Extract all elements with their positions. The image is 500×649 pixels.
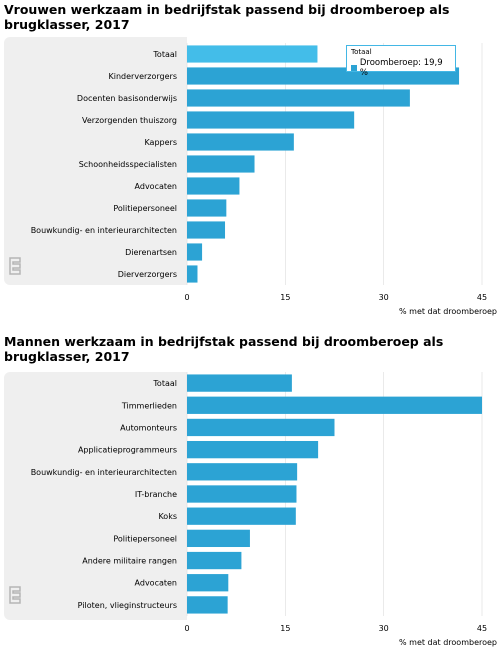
bar[interactable] bbox=[187, 529, 250, 548]
tooltip-label: Droomberoep: 19,9 % bbox=[359, 58, 443, 78]
x-axis-label: % met dat droomberoep bbox=[399, 307, 497, 316]
x-tick-label: 30 bbox=[379, 293, 389, 302]
category-label: Timmerlieden bbox=[121, 401, 177, 410]
bar[interactable] bbox=[187, 45, 318, 63]
bar[interactable] bbox=[187, 177, 240, 195]
bar-chart-vrouwen: 0 15 30 45 Totaal Kinderverzorgers Docenten ba… bbox=[31, 43, 497, 316]
x-tick-label: 15 bbox=[280, 624, 290, 633]
bar[interactable] bbox=[187, 111, 355, 129]
bar[interactable] bbox=[187, 155, 255, 173]
category-label: Bouwkundig- en interieurarchitecten bbox=[31, 226, 177, 235]
tooltip-title: Totaal bbox=[351, 48, 372, 56]
bar[interactable] bbox=[187, 485, 297, 503]
category-label: Kappers bbox=[144, 138, 177, 147]
category-panel-vrouwen bbox=[4, 37, 187, 285]
x-axis-label: % met dat droomberoep bbox=[399, 638, 497, 647]
tooltip-swatch bbox=[351, 65, 357, 71]
category-label: Politiepersoneel bbox=[113, 534, 177, 543]
bar[interactable] bbox=[187, 574, 229, 592]
cbs-logo-icon bbox=[8, 585, 22, 605]
bar[interactable] bbox=[187, 396, 482, 414]
category-label: Kinderverzorgers bbox=[109, 72, 177, 81]
bar[interactable] bbox=[187, 243, 203, 261]
category-label: Piloten, vlieginstructeurs bbox=[78, 601, 177, 610]
bar[interactable] bbox=[187, 418, 335, 437]
category-label: Dierenartsen bbox=[125, 248, 177, 257]
cbs-logo-icon bbox=[8, 256, 22, 276]
bar[interactable] bbox=[187, 221, 226, 239]
category-label: Totaal bbox=[152, 50, 177, 59]
bar[interactable] bbox=[187, 463, 298, 481]
category-label: Dierverzorgers bbox=[118, 270, 177, 279]
x-tick-label: 0 bbox=[184, 293, 189, 302]
x-tick-label: 15 bbox=[280, 293, 290, 302]
bar[interactable] bbox=[187, 440, 319, 459]
bar[interactable] bbox=[187, 89, 410, 107]
chart-title-vrouwen: Vrouwen werkzaam in bedrijfstak passend … bbox=[4, 2, 450, 32]
category-label: Andere militaire rangen bbox=[82, 557, 177, 566]
category-label: Totaal bbox=[152, 379, 177, 388]
bar[interactable] bbox=[187, 596, 228, 614]
category-label: Advocaten bbox=[135, 579, 177, 588]
category-label: Politiepersoneel bbox=[113, 204, 177, 213]
x-tick-label: 45 bbox=[477, 293, 487, 302]
category-label: Bouwkundig- en interieurarchitecten bbox=[31, 468, 177, 477]
category-label: Advocaten bbox=[135, 182, 177, 191]
category-label: Verzorgenden thuiszorg bbox=[82, 116, 177, 125]
category-label: Docenten basisonderwijs bbox=[77, 94, 177, 103]
chart-title-mannen: Mannen werkzaam in bedrijfstak passend b… bbox=[4, 334, 444, 364]
bar[interactable] bbox=[187, 265, 198, 283]
category-label: Koks bbox=[158, 512, 177, 521]
chart-tooltip: Totaal Droomberoep: 19,9 % bbox=[346, 45, 456, 78]
bar[interactable] bbox=[187, 374, 292, 392]
category-label: IT-branche bbox=[135, 490, 177, 499]
category-label: Schoonheidsspecialisten bbox=[79, 160, 177, 169]
x-tick-label: 0 bbox=[184, 624, 189, 633]
x-tick-label: 30 bbox=[379, 624, 389, 633]
bar[interactable] bbox=[187, 199, 227, 217]
bar[interactable] bbox=[187, 133, 294, 151]
category-panel-mannen bbox=[4, 372, 187, 620]
x-tick-label: 45 bbox=[477, 624, 487, 633]
bar[interactable] bbox=[187, 507, 296, 525]
category-label: Applicatieprogrammeurs bbox=[78, 446, 177, 455]
category-label: Automonteurs bbox=[120, 423, 177, 432]
bar[interactable] bbox=[187, 551, 242, 570]
